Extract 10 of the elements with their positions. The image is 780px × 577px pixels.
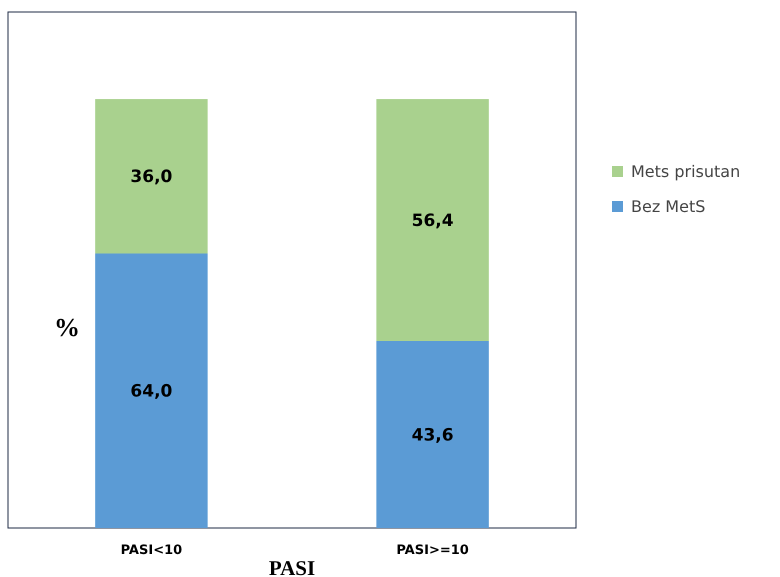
legend-label: Bez MetS	[631, 197, 706, 216]
data-label: 43,6	[412, 425, 454, 446]
legend-label: Mets prisutan	[631, 162, 740, 181]
x-tick-label: PASI>=10	[396, 543, 469, 558]
data-label: 56,4	[412, 210, 454, 231]
x-axis-title: PASI	[268, 556, 316, 577]
data-label: 36,0	[130, 167, 173, 188]
x-tick-label: PASI<10	[120, 543, 182, 558]
y-axis-title: %	[54, 313, 80, 342]
data-label: 64,0	[130, 382, 173, 402]
